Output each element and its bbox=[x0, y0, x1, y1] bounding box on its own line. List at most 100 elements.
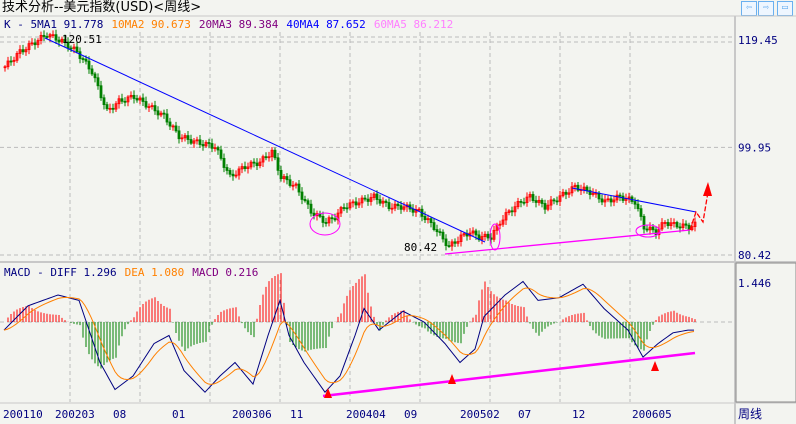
candle-body bbox=[651, 226, 655, 231]
candle-body bbox=[294, 183, 298, 186]
candle-body bbox=[288, 179, 292, 186]
candle-body bbox=[309, 203, 313, 214]
candle-body bbox=[306, 200, 310, 205]
period-label: 周线 bbox=[738, 407, 762, 421]
candle-body bbox=[135, 98, 139, 101]
candle-body bbox=[354, 201, 358, 206]
candle-body bbox=[402, 206, 406, 210]
candle-body bbox=[24, 49, 28, 53]
date-tick-label: 09 bbox=[404, 408, 417, 421]
candle-body bbox=[552, 199, 556, 202]
candle-body bbox=[471, 230, 475, 234]
diff-line bbox=[3, 280, 694, 393]
candle-body bbox=[201, 144, 205, 147]
candle-body bbox=[516, 201, 520, 208]
candle-body bbox=[147, 106, 151, 109]
legend-dea: DEA 1.080 bbox=[124, 266, 185, 279]
candle-body bbox=[237, 168, 241, 176]
arrow-up-icon bbox=[324, 388, 332, 398]
candle-body bbox=[150, 105, 154, 108]
candle-body bbox=[549, 199, 553, 206]
candle-body bbox=[618, 194, 622, 197]
candle-body bbox=[600, 198, 604, 203]
candle-body bbox=[336, 212, 340, 221]
candle-body bbox=[291, 184, 295, 187]
candle-body bbox=[384, 200, 388, 203]
date-tick-label: 01 bbox=[172, 408, 185, 421]
legend-ma10: 10MA2 90.673 bbox=[111, 18, 191, 31]
candle-body bbox=[429, 218, 433, 224]
highlight-ellipse bbox=[489, 223, 501, 251]
candle-body bbox=[3, 66, 7, 69]
candle-body bbox=[186, 135, 190, 140]
legend-diff: MACD - DIFF 1.296 bbox=[4, 266, 117, 279]
candle-body bbox=[609, 198, 613, 203]
candle-body bbox=[534, 200, 538, 203]
candle-body bbox=[330, 217, 334, 220]
macd-axis-box bbox=[735, 262, 796, 403]
candle-body bbox=[189, 139, 193, 144]
date-tick-label: 200110 bbox=[3, 408, 43, 421]
candle-body bbox=[501, 219, 505, 225]
candle-body bbox=[573, 184, 577, 188]
forecast-arrow bbox=[689, 191, 709, 231]
candle-body bbox=[126, 96, 130, 103]
candle-body bbox=[372, 193, 376, 198]
candle-body bbox=[684, 223, 688, 226]
candle-body bbox=[30, 42, 34, 45]
legend-k: K - bbox=[4, 18, 31, 31]
candle-body bbox=[177, 130, 181, 140]
candle-body bbox=[360, 197, 364, 204]
arrow-up-icon bbox=[448, 374, 456, 384]
candle-body bbox=[639, 208, 643, 217]
high-label: 120.51 bbox=[62, 33, 102, 46]
candle-body bbox=[348, 202, 352, 209]
candle-body bbox=[39, 34, 43, 41]
next-button[interactable]: ⇨ bbox=[758, 1, 774, 16]
candle-body bbox=[207, 142, 211, 144]
candle-body bbox=[486, 233, 490, 239]
highlight-ellipse bbox=[309, 212, 341, 236]
candle-body bbox=[66, 41, 70, 49]
legend-ma20: 20MA3 89.384 bbox=[198, 18, 279, 31]
candle-body bbox=[345, 207, 349, 210]
candle-body bbox=[660, 222, 664, 230]
candle-body bbox=[381, 200, 385, 204]
candle-body bbox=[231, 173, 235, 177]
candle-body bbox=[555, 200, 559, 203]
candle-body bbox=[519, 201, 523, 203]
candle-body bbox=[198, 139, 202, 145]
candle-body bbox=[324, 222, 328, 224]
candle-body bbox=[603, 199, 607, 203]
candle-body bbox=[378, 199, 382, 204]
candle-body bbox=[333, 218, 337, 221]
candle-body bbox=[396, 203, 400, 207]
candle-body bbox=[393, 203, 397, 209]
candle-body bbox=[54, 34, 58, 41]
macd-tick-label: 1.446 bbox=[738, 277, 771, 290]
candle-body bbox=[390, 207, 394, 210]
candle-body bbox=[183, 135, 187, 139]
candle-body bbox=[204, 142, 208, 147]
legend-ma60: 60MA5 86.212 bbox=[373, 18, 454, 31]
candle-body bbox=[246, 166, 250, 169]
arrow-up-icon bbox=[651, 361, 659, 371]
candle-body bbox=[297, 183, 301, 193]
candle-body bbox=[168, 121, 172, 127]
candle-body bbox=[117, 98, 121, 105]
candle-body bbox=[174, 125, 178, 132]
candle-body bbox=[249, 161, 253, 168]
candle-body bbox=[12, 59, 16, 62]
candle-body bbox=[123, 100, 127, 103]
support-line bbox=[444, 229, 691, 255]
candle-body bbox=[606, 198, 610, 201]
candle-body bbox=[678, 226, 682, 229]
date-tick-label: 11 bbox=[290, 408, 303, 421]
candle-body bbox=[636, 203, 640, 210]
candle-body bbox=[243, 166, 247, 169]
price-tick-label: 99.95 bbox=[738, 141, 771, 154]
candle-body bbox=[270, 149, 274, 158]
candle-body bbox=[108, 107, 112, 110]
candle-body bbox=[642, 216, 646, 230]
